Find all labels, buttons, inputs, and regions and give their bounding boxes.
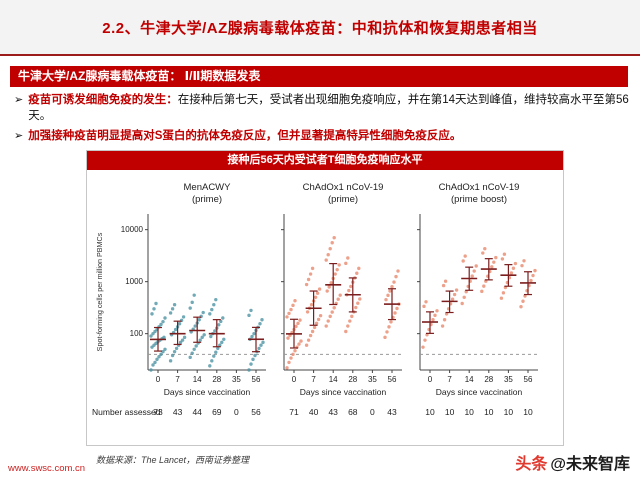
section-banner: 牛津大学/AZ腺病毒载体疫苗： Ⅰ/Ⅱ期数据发表 bbox=[10, 66, 628, 87]
svg-text:71: 71 bbox=[289, 407, 299, 417]
svg-text:Spot-forming cells per million: Spot-forming cells per million PBMCs bbox=[95, 232, 104, 351]
svg-text:56: 56 bbox=[388, 375, 397, 384]
svg-text:0: 0 bbox=[234, 407, 239, 417]
svg-text:10: 10 bbox=[484, 407, 494, 417]
svg-text:35: 35 bbox=[368, 375, 377, 384]
svg-text:Days since vaccination: Days since vaccination bbox=[164, 387, 251, 397]
watermark-handle: @未来智库 bbox=[550, 456, 630, 473]
svg-text:14: 14 bbox=[329, 375, 338, 384]
svg-text:73: 73 bbox=[153, 407, 163, 417]
figure-box: 接种后56天内受试者T细胞免疫响应水平 Spot-forming cells p… bbox=[86, 150, 564, 446]
svg-text:7: 7 bbox=[447, 375, 452, 384]
bullet-lead: 疫苗可诱发细胞免疫的发生： bbox=[28, 94, 178, 106]
svg-text:0: 0 bbox=[428, 375, 433, 384]
source-note: 数据来源：The Lancet，西南证券整理 bbox=[96, 455, 250, 465]
svg-text:7: 7 bbox=[311, 375, 316, 384]
svg-text:1000: 1000 bbox=[125, 277, 143, 286]
svg-text:10000: 10000 bbox=[121, 225, 144, 234]
svg-text:(prime): (prime) bbox=[192, 194, 222, 205]
svg-text:43: 43 bbox=[387, 407, 397, 417]
svg-text:10: 10 bbox=[464, 407, 474, 417]
bullet-arrow-icon: ➢ bbox=[14, 94, 24, 106]
slide-header: 2.2、牛津大学/AZ腺病毒载体疫苗：中和抗体和恢复期患者相当 bbox=[0, 0, 640, 54]
header-divider bbox=[0, 54, 640, 56]
svg-text:(prime boost): (prime boost) bbox=[451, 194, 507, 205]
svg-text:0: 0 bbox=[370, 407, 375, 417]
svg-text:7: 7 bbox=[175, 375, 180, 384]
svg-text:69: 69 bbox=[212, 407, 222, 417]
svg-text:MenACWY: MenACWY bbox=[184, 182, 232, 193]
svg-text:43: 43 bbox=[173, 407, 183, 417]
bullet-body: 在接种后第七天，受试者出现细胞免疫响应，并在第14天达到峰值，维持较高水平至第5… bbox=[28, 94, 629, 122]
svg-text:56: 56 bbox=[251, 407, 261, 417]
svg-text:35: 35 bbox=[504, 375, 513, 384]
svg-text:Days since vaccination: Days since vaccination bbox=[300, 387, 387, 397]
svg-text:0: 0 bbox=[292, 375, 297, 384]
svg-text:10: 10 bbox=[523, 407, 533, 417]
svg-text:56: 56 bbox=[252, 375, 261, 384]
svg-text:44: 44 bbox=[192, 407, 202, 417]
svg-text:(prime): (prime) bbox=[328, 194, 358, 205]
svg-text:10: 10 bbox=[425, 407, 435, 417]
svg-text:14: 14 bbox=[465, 375, 474, 384]
svg-text:10: 10 bbox=[445, 407, 455, 417]
bullet-text: 疫苗可诱发细胞免疫的发生：在接种后第七天，受试者出现细胞免疫响应，并在第14天达… bbox=[28, 93, 630, 124]
svg-text:Days since vaccination: Days since vaccination bbox=[436, 387, 523, 397]
svg-text:43: 43 bbox=[328, 407, 338, 417]
toutiao-logo: 头条 bbox=[515, 456, 548, 473]
figure-title: 接种后56天内受试者T细胞免疫响应水平 bbox=[87, 151, 563, 170]
svg-text:0: 0 bbox=[156, 375, 161, 384]
svg-text:Number assessed: Number assessed bbox=[92, 407, 161, 417]
svg-text:14: 14 bbox=[193, 375, 202, 384]
svg-text:ChAdOx1 nCoV-19: ChAdOx1 nCoV-19 bbox=[439, 182, 520, 193]
svg-text:28: 28 bbox=[484, 375, 493, 384]
watermark: 头条 @未来智库 bbox=[515, 450, 630, 474]
svg-text:68: 68 bbox=[348, 407, 358, 417]
bullet-list: ➢ 疫苗可诱发细胞免疫的发生：在接种后第七天，受试者出现细胞免疫响应，并在第14… bbox=[14, 93, 630, 150]
bullet-lead: 加强接种疫苗明显提高对S蛋白的抗体免疫反应，但并显著提高特异性细胞免疫反应。 bbox=[28, 130, 462, 142]
bullet-item: ➢ 加强接种疫苗明显提高对S蛋白的抗体免疫反应，但并显著提高特异性细胞免疫反应。 bbox=[14, 129, 630, 145]
svg-text:35: 35 bbox=[232, 375, 241, 384]
website-link[interactable]: www.swsc.com.cn bbox=[8, 463, 86, 474]
bullet-text: 加强接种疫苗明显提高对S蛋白的抗体免疫反应，但并显著提高特异性细胞免疫反应。 bbox=[28, 129, 461, 145]
tcell-scatter-chart: Spot-forming cells per million PBMCs MenA… bbox=[90, 174, 563, 443]
svg-text:100: 100 bbox=[130, 329, 144, 338]
svg-text:56: 56 bbox=[524, 375, 533, 384]
svg-text:10: 10 bbox=[504, 407, 514, 417]
bullet-item: ➢ 疫苗可诱发细胞免疫的发生：在接种后第七天，受试者出现细胞免疫响应，并在第14… bbox=[14, 93, 630, 124]
bullet-arrow-icon: ➢ bbox=[14, 130, 24, 142]
svg-text:28: 28 bbox=[348, 375, 357, 384]
tcell-chart-svg: Spot-forming cells per million PBMCs MenA… bbox=[92, 182, 538, 417]
svg-text:ChAdOx1 nCoV-19: ChAdOx1 nCoV-19 bbox=[303, 182, 384, 193]
svg-text:28: 28 bbox=[212, 375, 221, 384]
svg-text:40: 40 bbox=[309, 407, 319, 417]
page-title: 2.2、牛津大学/AZ腺病毒载体疫苗：中和抗体和恢复期患者相当 bbox=[102, 19, 538, 37]
